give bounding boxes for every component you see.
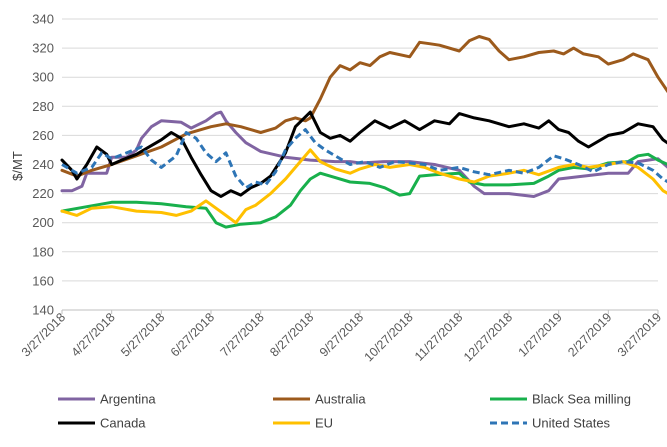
y-tick-label: 140 (32, 303, 54, 318)
legend-label: Argentina (100, 392, 156, 407)
x-tick-label: 11/27/2018 (412, 310, 466, 364)
legend: Argentina Australia Black Sea milling Canad… (58, 392, 631, 431)
legend-item: Argentina (58, 392, 156, 407)
x-tick-label: 9/27/2018 (317, 310, 366, 359)
x-tick-label: 5/27/2018 (118, 310, 167, 359)
x-tick-label: 7/27/2018 (218, 310, 267, 359)
series-line-australia (60, 35, 667, 178)
legend-label: Black Sea milling (532, 392, 631, 407)
legend-label: EU (315, 416, 333, 431)
x-tick-label: 3/27/2019 (615, 310, 664, 359)
x-tick-label: 2/27/2019 (565, 310, 614, 359)
x-tick-label: 8/27/2018 (267, 310, 316, 359)
legend-label: Australia (315, 392, 366, 407)
y-tick-label: 240 (32, 157, 54, 172)
y-tick-label: 180 (32, 244, 54, 259)
legend-label: United States (532, 416, 611, 431)
y-tick-label: 160 (32, 273, 54, 288)
series-line-united-states (61, 128, 667, 190)
y-tick-label: 260 (32, 128, 54, 143)
legend-item: United States (490, 416, 611, 431)
x-tick-label: 12/27/2018 (461, 310, 515, 364)
series-line-canada (60, 110, 667, 198)
y-tick-label: 320 (32, 41, 54, 56)
y-tick-label: 200 (32, 215, 54, 230)
x-axis-ticks: 3/27/2018 4/27/2018 5/27/2018 6/27/2018 7/27… (19, 310, 664, 364)
x-tick-label: 3/27/2018 (19, 310, 68, 359)
y-axis-ticks: 140 160 180 200 220 240 260 280 300 320 340 (32, 12, 54, 318)
y-tick-label: 340 (32, 12, 54, 27)
x-tick-label: 1/27/2019 (516, 310, 565, 359)
y-tick-label: 300 (32, 70, 54, 85)
x-tick-label: 4/27/2018 (69, 310, 118, 359)
series-lines (60, 35, 667, 229)
legend-item: Black Sea milling (490, 392, 631, 407)
series-line-black-sea-milling (60, 152, 667, 229)
x-tick-label: 6/27/2018 (168, 310, 217, 359)
y-tick-label: 280 (32, 99, 54, 114)
legend-item: EU (273, 416, 333, 431)
x-tick-label: 10/27/2018 (362, 310, 416, 364)
y-axis-label: $/MT (10, 151, 25, 181)
legend-item: Australia (273, 392, 366, 407)
legend-item: Canada (58, 416, 146, 431)
y-tick-label: 220 (32, 186, 54, 201)
legend-label: Canada (100, 416, 146, 431)
